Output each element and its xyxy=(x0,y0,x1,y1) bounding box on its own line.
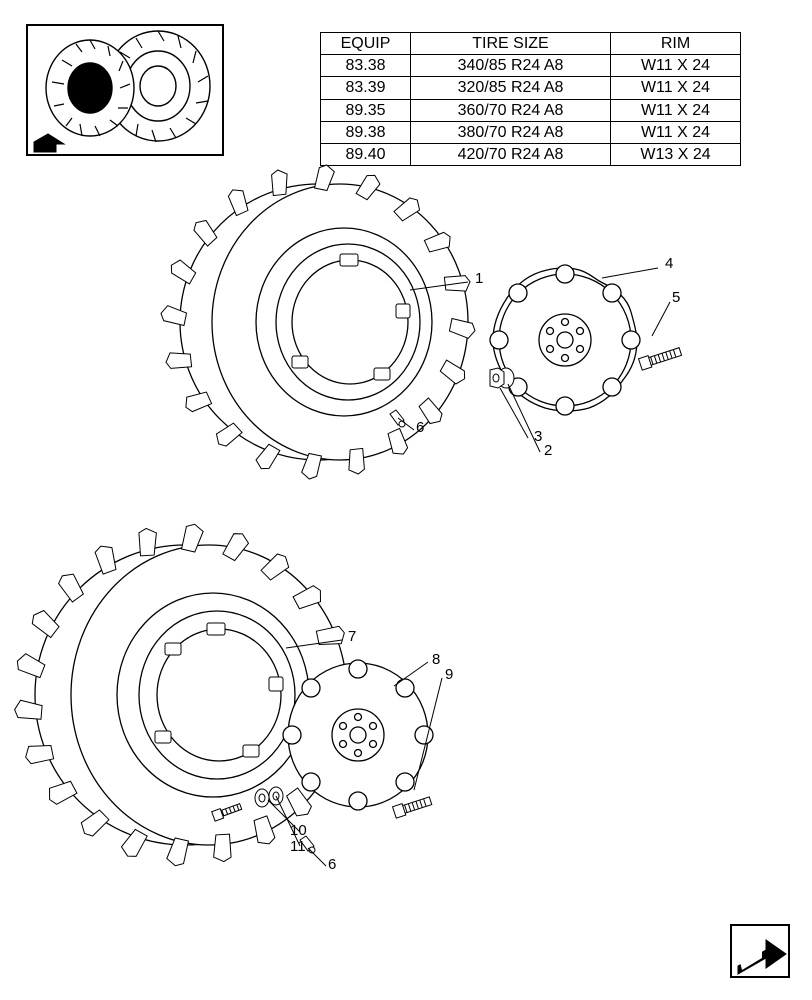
callout-10: 10 xyxy=(290,822,307,839)
table-header-row: EQUIP TIRE SIZE RIM xyxy=(321,33,741,55)
upper-bolt-5 xyxy=(639,346,683,370)
table-body: 83.38340/85 R24 A8W11 X 24 83.39320/85 R… xyxy=(321,55,741,166)
upper-disc xyxy=(490,265,640,415)
page-continue-icon xyxy=(730,924,790,978)
callout-6u: 6 xyxy=(416,419,424,436)
lower-assembly xyxy=(12,521,357,868)
table-row: 89.40420/70 R24 A8W13 X 24 xyxy=(321,143,741,165)
col-equip: EQUIP xyxy=(321,33,411,55)
callout-6l: 6 xyxy=(328,856,336,873)
tire-spec-table: EQUIP TIRE SIZE RIM 83.38340/85 R24 A8W1… xyxy=(320,32,741,166)
callout-9: 9 xyxy=(445,666,453,683)
lower-disc xyxy=(283,660,433,810)
callout-7: 7 xyxy=(348,628,356,645)
table-row: 89.38380/70 R24 A8W11 X 24 xyxy=(321,121,741,143)
col-rim: RIM xyxy=(611,33,741,55)
lower-bolt-9 xyxy=(393,795,433,818)
col-tire-size: TIRE SIZE xyxy=(411,33,611,55)
table-row: 83.39320/85 R24 A8W11 X 24 xyxy=(321,77,741,99)
table-row: 89.35360/70 R24 A8W11 X 24 xyxy=(321,99,741,121)
thumbnail-illustration xyxy=(28,26,226,158)
upper-nut-washer xyxy=(490,368,514,388)
callout-4: 4 xyxy=(665,255,673,272)
callout-3: 3 xyxy=(534,428,542,445)
table-row: 83.38340/85 R24 A8W11 X 24 xyxy=(321,55,741,77)
upper-assembly xyxy=(158,162,477,481)
thumbnail-panel xyxy=(26,24,224,156)
callout-5: 5 xyxy=(672,289,680,306)
lower-washer-nut xyxy=(255,787,283,807)
callout-2: 2 xyxy=(544,442,552,459)
callout-1: 1 xyxy=(475,270,483,287)
callout-11: 11 xyxy=(290,838,306,855)
callout-8: 8 xyxy=(432,651,440,668)
